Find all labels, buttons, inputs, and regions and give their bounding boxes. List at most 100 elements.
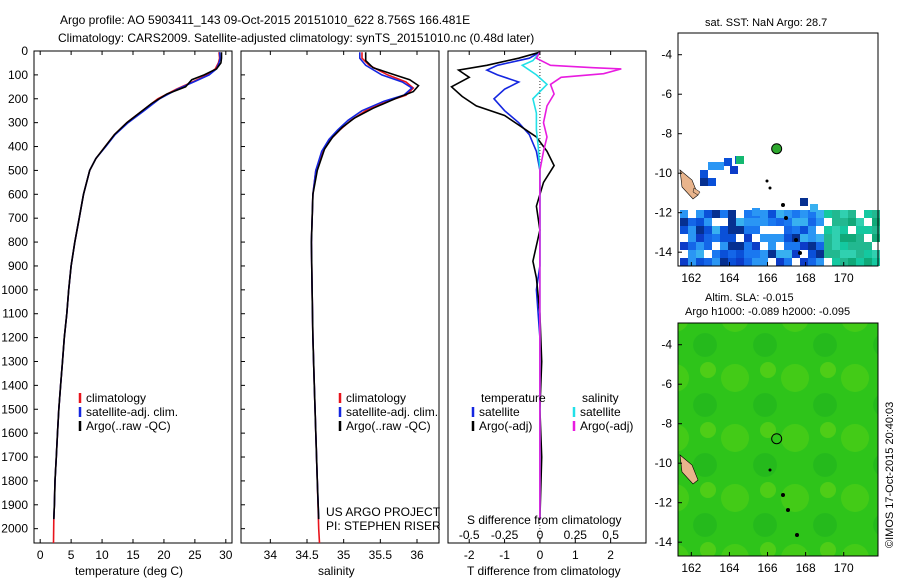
sst-cell — [712, 210, 720, 218]
depth-tick-label: 1500 — [1, 402, 28, 416]
x-tick-label: 30 — [219, 548, 233, 562]
sst-cell — [832, 226, 840, 234]
s-tick-label: 0.5 — [602, 528, 619, 542]
sla-longitude-ticks: 162 164 166 168 170 — [681, 552, 854, 575]
sst-cell — [832, 234, 840, 242]
sst-cell — [856, 258, 864, 266]
series-temperature-argo-adj- — [450, 51, 556, 520]
salinity-tick-labels: 34 34.5 35 35.5 36 — [264, 51, 424, 562]
sst-cell — [832, 258, 840, 266]
sst-cell — [776, 258, 784, 266]
sst-islet — [765, 179, 769, 183]
sla-map-frame — [677, 322, 879, 557]
sst-cell — [680, 242, 688, 250]
sla-map-title: Altim. SLA: -0.015 — [705, 292, 794, 304]
x-tick-label: 35.5 — [369, 548, 393, 562]
sst-cell — [708, 178, 716, 186]
sst-cell — [680, 226, 688, 234]
sst-cell — [832, 242, 840, 250]
lat-tick-label: -12 — [655, 206, 673, 220]
sst-cell — [848, 258, 856, 266]
depth-tick-label: 200 — [8, 92, 28, 106]
depth-tick-label: 2000 — [1, 522, 28, 536]
sla-islet — [781, 493, 785, 497]
sst-cell — [688, 234, 696, 242]
sst-cell — [752, 242, 760, 250]
sst-cell — [712, 258, 720, 266]
series-salinity-argo-adj- — [535, 51, 622, 520]
sst-cell — [712, 250, 720, 258]
sst-cell — [696, 250, 704, 258]
series-satellite-adj-clim- — [310, 52, 414, 520]
sst-cell — [808, 226, 816, 234]
temperature-lines — [52, 52, 223, 544]
project-line1: US ARGO PROJECT — [326, 505, 441, 519]
sla-latitude-ticks: -4 -6 -8 -10 -12 -14 — [655, 338, 682, 549]
sst-cell — [744, 242, 752, 250]
salinity-axis-label: salinity — [318, 564, 355, 578]
sst-cell — [688, 218, 696, 226]
sst-cell — [816, 242, 824, 250]
difference-plot-frame — [447, 50, 647, 544]
sst-cell — [680, 210, 688, 218]
depth-tick-label: 0 — [21, 44, 28, 58]
sst-cell — [808, 242, 816, 250]
depth-tick-label: 1600 — [1, 426, 28, 440]
lon-tick-label: 164 — [719, 561, 739, 575]
depth-tick-label: 700 — [8, 211, 28, 225]
sst-cell — [800, 218, 808, 226]
sst-cell — [776, 218, 784, 226]
depth-tick-label: 500 — [8, 163, 28, 177]
sla-islet — [786, 508, 790, 512]
lat-tick-label: -4 — [661, 48, 672, 62]
sst-cell — [864, 226, 872, 234]
legend-label: Argo(-adj) — [580, 419, 633, 433]
sst-cell — [856, 226, 864, 234]
sst-cell — [728, 226, 736, 234]
sst-cell — [744, 210, 752, 218]
lon-tick-label: 166 — [758, 271, 778, 285]
sst-cell — [744, 234, 752, 242]
sst-cell — [720, 258, 728, 266]
sla-island-shape — [679, 454, 699, 485]
lat-tick-label: -10 — [655, 166, 673, 180]
x-tick-label: 25 — [188, 548, 202, 562]
sst-cell — [752, 226, 760, 234]
sst-cell — [728, 242, 736, 250]
depth-tick-label: 600 — [8, 187, 28, 201]
sst-cell — [736, 250, 744, 258]
sst-cell — [736, 156, 744, 164]
sst-cell — [736, 218, 744, 226]
sst-cell — [708, 162, 716, 170]
sst-coastline — [679, 169, 802, 255]
sst-cell — [688, 258, 696, 266]
sst-cell — [840, 234, 848, 242]
t-difference-label: T difference from climatology — [467, 564, 621, 578]
sst-cell — [872, 234, 880, 242]
sla-argo-marker — [771, 433, 783, 445]
sst-cell — [832, 218, 840, 226]
legend-label: satellite-adj. clim. — [86, 405, 178, 419]
depth-tick-label: 300 — [8, 116, 28, 130]
sst-cell — [696, 258, 704, 266]
lon-tick-label: 164 — [719, 271, 739, 285]
lat-tick-label: -6 — [661, 87, 672, 101]
x-tick-label: 10 — [95, 548, 109, 562]
sst-cell — [784, 242, 792, 250]
sst-islet — [781, 203, 785, 207]
sst-cell — [864, 242, 872, 250]
sst-cell — [752, 218, 760, 226]
depth-tick-label: 1100 — [2, 307, 28, 321]
sst-cell — [760, 234, 768, 242]
sst-cell — [824, 250, 832, 258]
sst-cell — [720, 234, 728, 242]
sst-cell — [800, 210, 808, 218]
lon-tick-label: 162 — [681, 271, 701, 285]
depth-tick-label: 1800 — [1, 474, 28, 488]
sst-cell — [736, 242, 744, 250]
sst-cell — [720, 250, 728, 258]
sst-cell — [768, 242, 776, 250]
sst-cell — [792, 218, 800, 226]
sst-cell — [704, 242, 712, 250]
sst-cell — [744, 258, 752, 266]
